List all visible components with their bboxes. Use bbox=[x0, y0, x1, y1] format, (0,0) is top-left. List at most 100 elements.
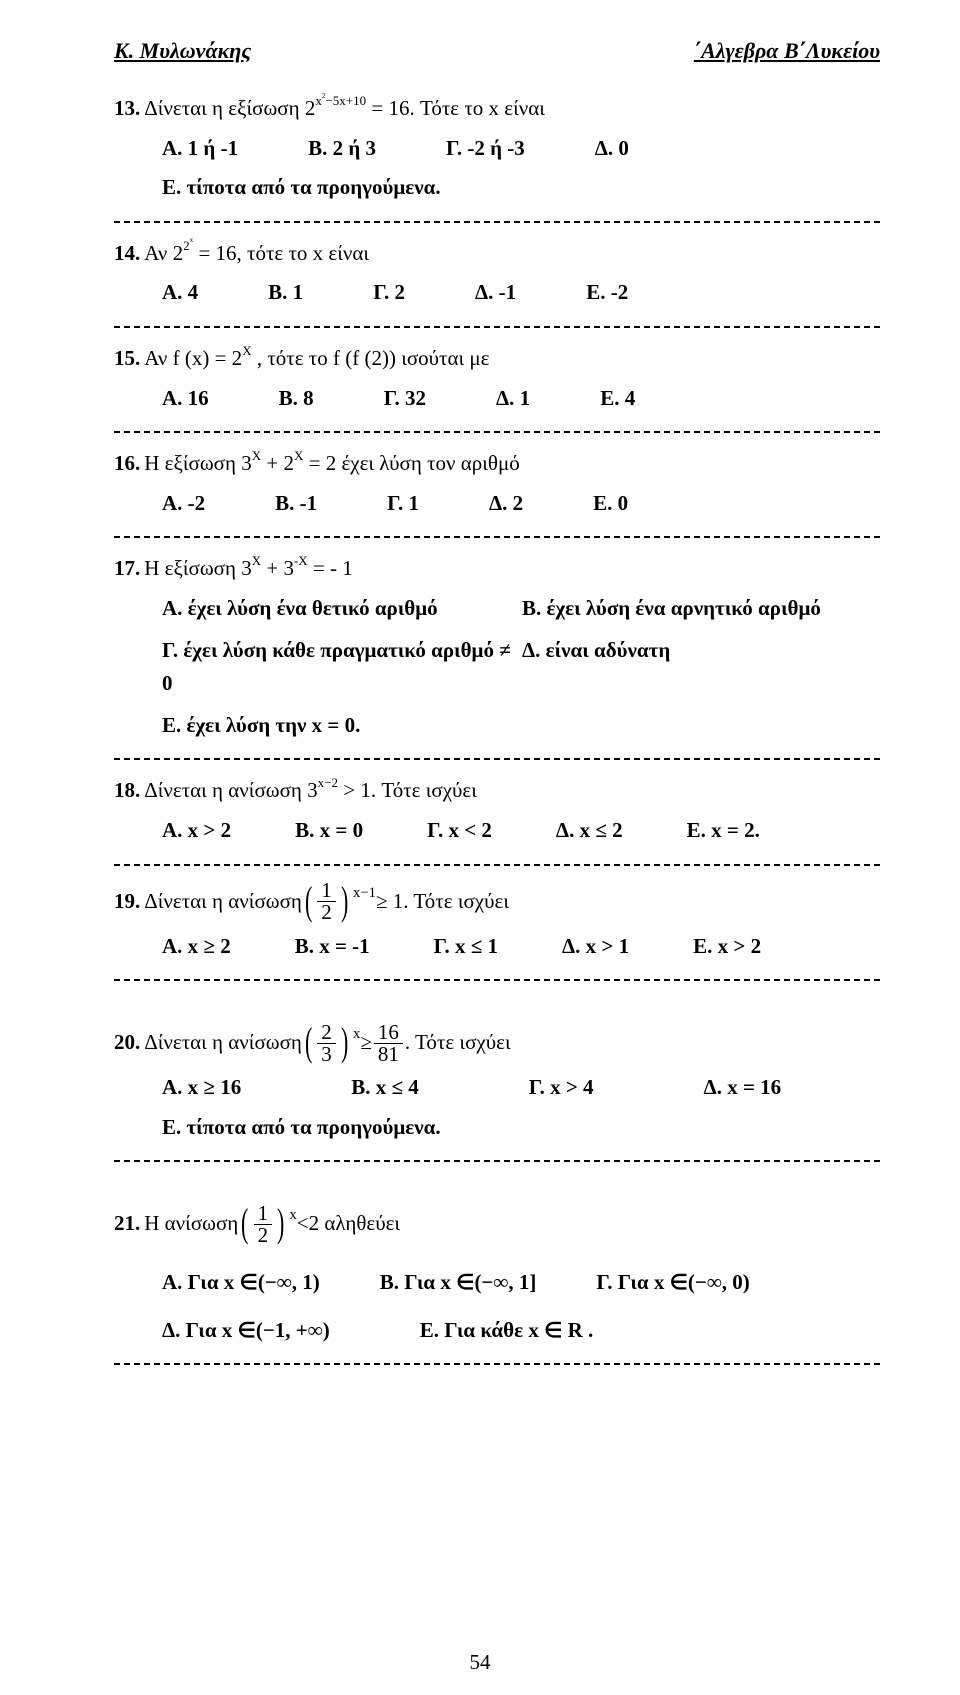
q15-num: 15. bbox=[114, 342, 140, 376]
q13-optE: Ε. τίποτα από τα προηγούμενα. bbox=[162, 171, 441, 205]
q15-text: Αν f (x) = 2Χ , τότε το f (f (2)) ισούτα… bbox=[144, 342, 489, 376]
q13-optA: Α. 1 ή -1 bbox=[162, 132, 238, 166]
q16-mid: + 2 bbox=[261, 451, 294, 475]
q18-num: 18. bbox=[114, 774, 140, 808]
q20-optA: Α. x ≥ 16 bbox=[162, 1071, 241, 1105]
q19-text: Δίνεται η ανίσωση ( 1 2 ) x−1 ≥ 1. Τότε … bbox=[144, 880, 509, 924]
q20-optB: Β. x ≤ 4 bbox=[351, 1071, 419, 1105]
q13-post: = 16. Τότε το x είναι bbox=[366, 96, 545, 120]
q16-num: 16. bbox=[114, 447, 140, 481]
q13-exp-sq: 2 bbox=[322, 92, 326, 100]
q13-text: Δίνεται η εξίσωση 2x2−5x+10 = 16. Τότε τ… bbox=[144, 92, 545, 126]
q14-post: = 16, τότε το x είναι bbox=[193, 241, 369, 265]
q20-optE: Ε. τίποτα από τα προηγούμενα. bbox=[162, 1111, 880, 1145]
q13-optB: Β. 2 ή 3 bbox=[308, 132, 376, 166]
q21-optC: Γ. Για x ∈(−∞, 0) bbox=[596, 1266, 749, 1300]
q15-optA: Α. 16 bbox=[162, 382, 209, 416]
q16-optA: Α. -2 bbox=[162, 487, 205, 521]
separator bbox=[114, 221, 880, 223]
separator bbox=[114, 536, 880, 538]
q21-optA: Α. Για x ∈(−∞, 1) bbox=[162, 1266, 320, 1300]
q19-post: ≥ 1. Τότε ισχύει bbox=[376, 885, 509, 919]
q19-pre: Δίνεται η ανίσωση bbox=[144, 885, 302, 919]
q19-paren: ( 1 2 ) x−1 bbox=[302, 880, 376, 924]
q17-optA: Α. έχει λύση ένα θετικό αριθμό bbox=[162, 592, 522, 626]
q19-optD: Δ. x > 1 bbox=[562, 930, 629, 964]
q14-num: 14. bbox=[114, 237, 140, 271]
q14-e1: 2 bbox=[183, 238, 190, 253]
q20-num: 20. bbox=[114, 1026, 140, 1060]
q17-num: 17. bbox=[114, 552, 140, 586]
q14-optE: Ε. -2 bbox=[586, 276, 628, 310]
separator bbox=[114, 1160, 880, 1162]
q14-e2: x bbox=[190, 236, 194, 244]
q14-optA: Α. 4 bbox=[162, 276, 198, 310]
q16-e2: Χ bbox=[294, 448, 303, 463]
q16-post: = 2 έχει λύση τον αριθμό bbox=[303, 451, 519, 475]
problem-19: 19. Δίνεται η ανίσωση ( 1 2 ) x−1 ≥ 1. Τ… bbox=[114, 880, 880, 964]
q13-pre: Δίνεται η εξίσωση bbox=[144, 96, 305, 120]
q15-optC: Γ. 32 bbox=[384, 382, 426, 416]
q17-optD: Δ. είναι αδύνατη bbox=[522, 634, 880, 701]
q13-base: 2 bbox=[305, 96, 316, 120]
q16-pre: Η εξίσωση 3 bbox=[144, 451, 251, 475]
q18-optC: Γ. x < 2 bbox=[427, 814, 492, 848]
q18-post: > 1. Τότε ισχύει bbox=[338, 778, 477, 802]
separator bbox=[114, 979, 880, 981]
q17-pre: Η εξίσωση 3 bbox=[144, 556, 251, 580]
q18-optE: Ε. x = 2. bbox=[687, 814, 760, 848]
q14-pre: Αν bbox=[144, 241, 172, 265]
q17-e2: -Χ bbox=[294, 553, 308, 568]
q16-optB: Β. -1 bbox=[275, 487, 317, 521]
q15-exp: Χ bbox=[242, 343, 251, 358]
separator bbox=[114, 864, 880, 866]
problem-21: 21. Η ανίσωση ( 12 ) x <2 αληθεύει Α. Γι… bbox=[114, 1202, 880, 1347]
problem-13: 13. Δίνεται η εξίσωση 2x2−5x+10 = 16. Τό… bbox=[114, 92, 880, 205]
q20-f1n: 2 bbox=[317, 1022, 336, 1043]
q19-num: 19. bbox=[114, 885, 140, 919]
q13-optD: Δ. 0 bbox=[595, 132, 629, 166]
q20-paren: ( 23 ) x bbox=[302, 1021, 361, 1065]
q14-optB: Β. 1 bbox=[268, 276, 303, 310]
q18-pre: Δίνεται η ανίσωση 3 bbox=[144, 778, 317, 802]
q21-fn: 1 bbox=[254, 1203, 273, 1224]
q16-optE: Ε. 0 bbox=[593, 487, 628, 521]
q18-optA: Α. x > 2 bbox=[162, 814, 231, 848]
q19-den-frac: 2 bbox=[317, 901, 336, 923]
q20-f2n: 16 bbox=[374, 1022, 403, 1043]
q21-paren: ( 12 ) x bbox=[238, 1202, 297, 1246]
separator bbox=[114, 326, 880, 328]
q14-optC: Γ. 2 bbox=[373, 276, 405, 310]
q20-post: . Τότε ισχύει bbox=[405, 1026, 511, 1060]
q17-optC: Γ. έχει λύση κάθε πραγματικό αριθμό ≠ 0 bbox=[162, 634, 522, 701]
q19-optC: Γ. x ≤ 1 bbox=[434, 930, 498, 964]
q16-optC: Γ. 1 bbox=[387, 487, 419, 521]
q20-text: Δίνεται η ανίσωση ( 23 ) x ≥ 1681 . Τότε… bbox=[144, 1021, 510, 1065]
fraction: 1 2 bbox=[317, 880, 336, 923]
q18-optB: Β. x = 0 bbox=[295, 814, 363, 848]
q20-f2d: 81 bbox=[374, 1043, 403, 1065]
q15-optB: Β. 8 bbox=[279, 382, 314, 416]
q18-text: Δίνεται η ανίσωση 3x−2 > 1. Τότε ισχύει bbox=[144, 774, 477, 808]
problem-14: 14. Αν 22x = 16, τότε το x είναι Α. 4 Β.… bbox=[114, 237, 880, 310]
q15-pre: Αν f (x) = 2 bbox=[144, 346, 242, 370]
q19-num-frac: 1 bbox=[317, 880, 336, 901]
q17-text: Η εξίσωση 3Χ + 3-Χ = - 1 bbox=[144, 552, 353, 586]
q21-pre: Η ανίσωση bbox=[144, 1207, 238, 1241]
q16-text: Η εξίσωση 3Χ + 2Χ = 2 έχει λύση τον αριθ… bbox=[144, 447, 519, 481]
q19-exp: x−1 bbox=[353, 882, 376, 906]
q13-num: 13. bbox=[114, 92, 140, 126]
q21-post: <2 αληθεύει bbox=[297, 1207, 400, 1241]
q17-post: = - 1 bbox=[308, 556, 353, 580]
q21-exp: x bbox=[289, 1204, 296, 1228]
q20-frac2: 1681 bbox=[374, 1022, 403, 1065]
q19-optA: Α. x ≥ 2 bbox=[162, 930, 231, 964]
page-number: 54 bbox=[0, 1650, 960, 1675]
q17-optB: Β. έχει λύση ένα αρνητικό αριθμό bbox=[522, 592, 880, 626]
separator bbox=[114, 1363, 880, 1365]
q20-optD: Δ. x = 16 bbox=[704, 1071, 782, 1105]
q21-text: Η ανίσωση ( 12 ) x <2 αληθεύει bbox=[144, 1202, 400, 1246]
q21-num: 21. bbox=[114, 1207, 140, 1241]
q14-text: Αν 22x = 16, τότε το x είναι bbox=[144, 237, 369, 271]
header-right: ΄Αλγεβρα Β΄Λυκείου bbox=[694, 38, 880, 64]
